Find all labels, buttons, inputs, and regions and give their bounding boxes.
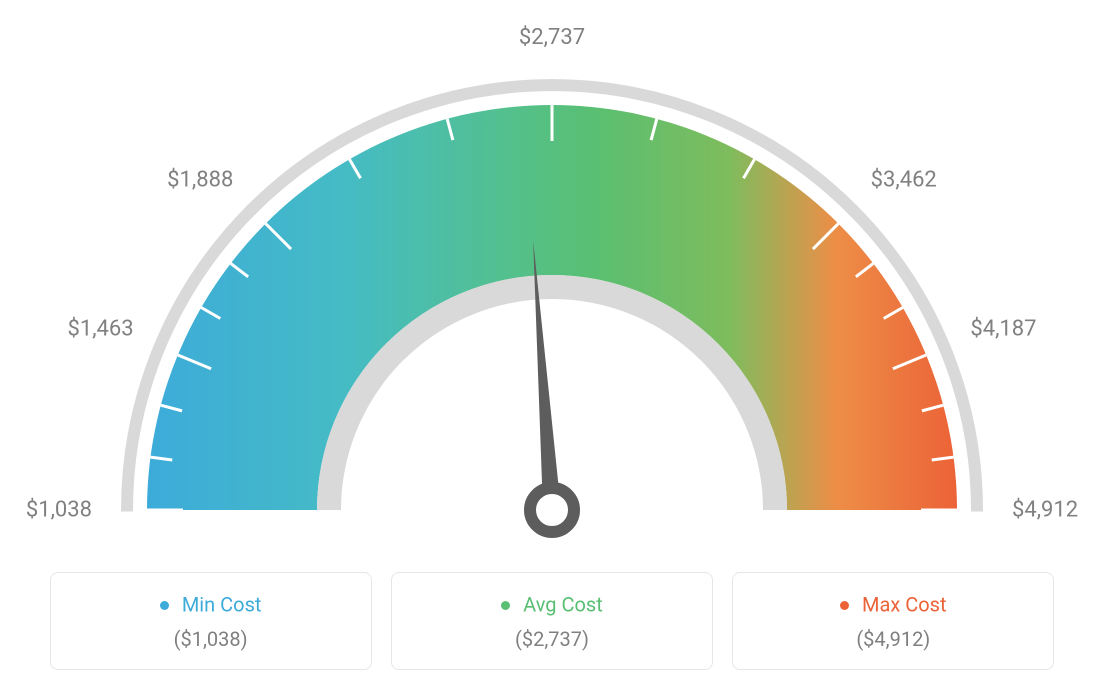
dot-icon [840, 601, 849, 610]
legend-row: Min Cost ($1,038) Avg Cost ($2,737) Max … [0, 572, 1104, 670]
dot-icon [160, 601, 169, 610]
legend-min-label: Min Cost [182, 593, 262, 617]
legend-card-min: Min Cost ($1,038) [50, 572, 372, 670]
gauge-tick-label: $2,737 [519, 25, 585, 50]
legend-avg-value: ($2,737) [402, 627, 702, 651]
gauge-tick-label: $1,038 [26, 498, 92, 523]
legend-min-value: ($1,038) [61, 627, 361, 651]
gauge-tick-label: $3,462 [871, 167, 937, 192]
legend-avg-label: Avg Cost [523, 593, 603, 617]
gauge-tick-label: $1,463 [67, 316, 133, 341]
legend-card-max: Max Cost ($4,912) [732, 572, 1054, 670]
legend-card-avg: Avg Cost ($2,737) [391, 572, 713, 670]
gauge-tick-label: $1,888 [167, 167, 233, 192]
dot-icon [501, 601, 510, 610]
gauge-tick-label: $4,912 [1012, 498, 1078, 523]
legend-max-label: Max Cost [862, 593, 947, 617]
gauge-area: $1,038 $1,463 $1,888 $2,737 $3,462 $4,187 $4,9… [0, 0, 1104, 560]
gauge-tick-label: $4,187 [970, 316, 1036, 341]
gauge-svg [0, 0, 1104, 560]
cost-gauge-figure: $1,038 $1,463 $1,888 $2,737 $3,462 $4,187 $4,9… [0, 0, 1104, 690]
legend-max-value: ($4,912) [743, 627, 1043, 651]
